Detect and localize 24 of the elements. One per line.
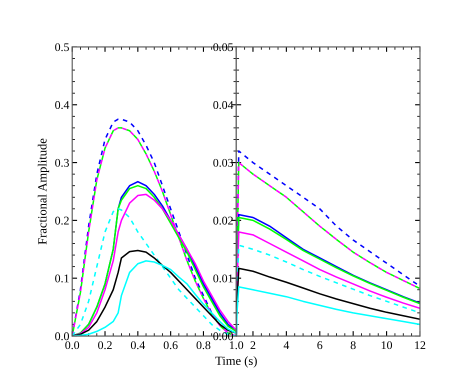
- y-tick-label: 0.4: [55, 101, 70, 110]
- y-tick-label: 0.5: [55, 43, 69, 52]
- x-tick-label: 0.4: [130, 341, 146, 350]
- x-tick-label: 4: [284, 341, 290, 350]
- y-tick-label: 0.0: [55, 332, 69, 340]
- x-tick-label: 10: [382, 341, 392, 350]
- y-tick-label: 0.1: [55, 274, 69, 282]
- y-axis-title: Fractional Amplitude: [38, 138, 50, 244]
- y-tick-label: 0.01: [213, 274, 233, 282]
- y-tick-label: 0.03: [213, 158, 234, 167]
- y-tick-label: 0.02: [213, 216, 233, 225]
- x-tick-label: 12: [415, 341, 426, 350]
- y-tick-label: 0.04: [213, 101, 234, 110]
- x-tick-label: 1.0: [230, 341, 244, 350]
- x-tick-label: 0.2: [98, 341, 112, 350]
- x-tick-label: 6: [317, 341, 322, 350]
- y-tick-label: 0.3: [55, 158, 69, 167]
- x-tick-label: 0.6: [164, 341, 178, 350]
- x-tick-label: 2: [250, 341, 256, 350]
- x-axis-title: Time (s): [215, 356, 257, 368]
- x-tick-label: 0.0: [65, 341, 80, 350]
- x-tick-label: 0.8: [196, 341, 210, 350]
- x-tick-label: 8: [350, 341, 356, 350]
- y-tick-label: 0.2: [55, 216, 69, 225]
